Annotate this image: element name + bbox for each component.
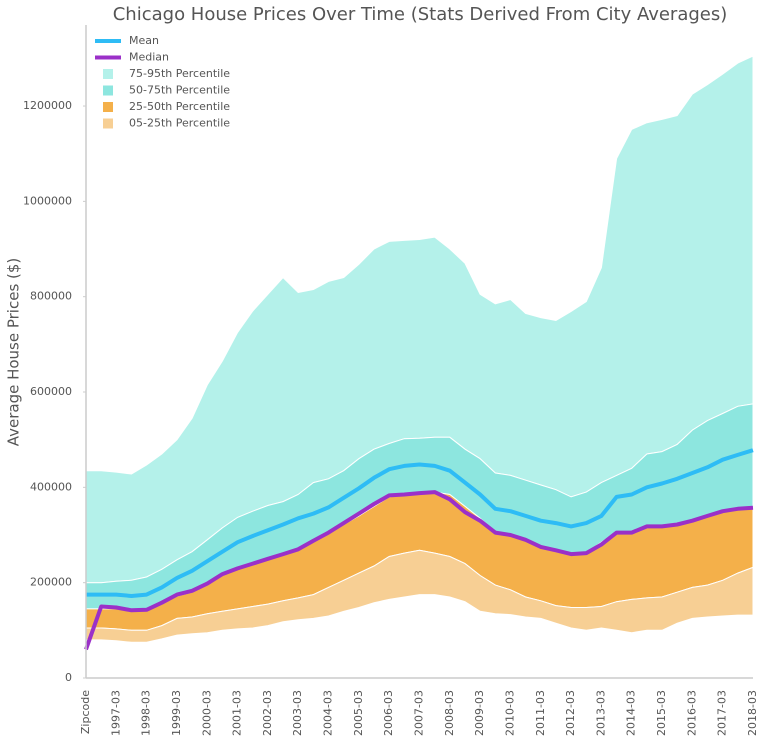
x-tick-label: 2000-03 <box>200 690 213 736</box>
x-tick-label: 2007-03 <box>413 690 426 736</box>
chart-title: Chicago House Prices Over Time (Stats De… <box>113 4 728 25</box>
x-tick-label: 2003-03 <box>291 690 304 736</box>
y-tick-label: 0 <box>65 671 72 684</box>
x-tick-label: 2011-03 <box>534 690 547 736</box>
legend-label: Mean <box>129 34 159 47</box>
x-tick-label: 2010-03 <box>503 690 516 736</box>
legend-label: 25-50th Percentile <box>129 100 230 113</box>
legend-label: 05-25th Percentile <box>129 117 230 130</box>
x-tick-label: 2008-03 <box>443 690 456 736</box>
x-tick-label: 2002-03 <box>261 690 274 736</box>
legend-label: 50-75th Percentile <box>129 84 230 97</box>
y-tick-label: 200000 <box>30 576 72 589</box>
legend-swatch <box>103 85 113 96</box>
legend-label: Median <box>129 51 169 64</box>
band-area <box>85 549 754 643</box>
legend-swatch <box>103 102 113 112</box>
series-line <box>84 490 754 651</box>
x-tick-label: 2013-03 <box>594 690 607 736</box>
legend-swatch <box>103 69 113 79</box>
x-tick-label: 2004-03 <box>322 690 335 736</box>
x-tick-label: 1998-03 <box>140 690 153 736</box>
legend-label: 75-95th Percentile <box>129 67 230 80</box>
y-tick-label: 400000 <box>30 480 72 493</box>
x-tick-label: 2018-03 <box>746 690 759 736</box>
y-tick-label: 1000000 <box>23 194 72 207</box>
series-line <box>86 448 754 598</box>
x-tick-label: 2009-03 <box>473 690 486 736</box>
x-tick-label: 2006-03 <box>382 690 395 736</box>
x-tick-label: 2015-03 <box>655 690 668 736</box>
x-tick-label: 2016-03 <box>685 690 698 736</box>
x-tick-label: 1997-03 <box>109 690 122 736</box>
x-tick-label: 2012-03 <box>564 690 577 736</box>
x-tick-label: Zipcode <box>79 690 92 734</box>
x-tick-label: 2001-03 <box>231 690 244 736</box>
x-tick-label: 1999-03 <box>170 690 183 736</box>
y-tick-label: 1200000 <box>23 99 72 112</box>
legend-swatch <box>103 118 113 129</box>
x-tick-label: 2014-03 <box>625 690 638 736</box>
y-tick-label: 600000 <box>30 385 72 398</box>
x-tick-label: 2017-03 <box>716 690 729 736</box>
x-tick-label: 2005-03 <box>352 690 365 736</box>
y-tick-label: 800000 <box>30 290 72 303</box>
y-axis-label: Average House Prices ($) <box>5 258 23 447</box>
